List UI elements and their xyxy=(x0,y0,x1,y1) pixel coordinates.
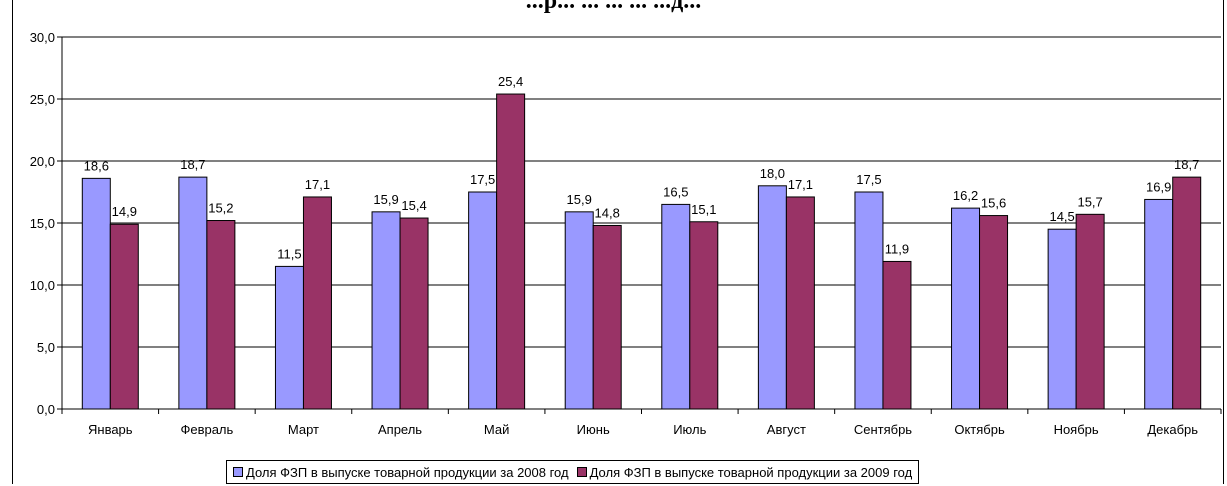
data-label: 18,7 xyxy=(180,157,205,172)
bar-2008 xyxy=(274,265,304,410)
legend: Доля ФЗП в выпуске товарной продукции за… xyxy=(226,460,920,484)
bar-2008 xyxy=(854,191,884,410)
legend-item-2009: Доля ФЗП в выпуске товарной продукции за… xyxy=(576,464,913,480)
y-tick-label: 20,0 xyxy=(30,154,55,169)
bar-2009 xyxy=(979,215,1009,410)
data-label: 16,9 xyxy=(1146,179,1171,194)
x-tick-label: Октябрь xyxy=(954,422,1005,437)
bar-2009 xyxy=(302,196,332,410)
x-tick-label: Февраль xyxy=(180,422,233,437)
data-label: 15,9 xyxy=(373,192,398,207)
data-label: 11,9 xyxy=(885,241,909,256)
legend-swatch-2009 xyxy=(576,467,587,477)
bar-2009 xyxy=(785,196,815,410)
legend-label-2009: Доля ФЗП в выпуске товарной продукции за… xyxy=(589,464,913,480)
x-tick-label: Май xyxy=(484,422,509,437)
y-tick-label: 30,0 xyxy=(30,30,55,45)
data-label: 16,5 xyxy=(663,184,688,199)
chart-frame xyxy=(12,0,1224,484)
data-label: 17,5 xyxy=(856,172,881,187)
bar-2009 xyxy=(399,217,429,410)
chart-title: ...р... ... ... ... ...д... xyxy=(525,0,702,14)
x-tick-label: Июль xyxy=(673,422,706,437)
data-label: 14,5 xyxy=(1049,209,1074,224)
data-label: 25,4 xyxy=(498,74,523,89)
data-label: 11,5 xyxy=(277,246,301,261)
y-tick-label: 5,0 xyxy=(37,340,55,355)
bar-2008 xyxy=(1047,228,1077,410)
data-label: 15,9 xyxy=(567,192,592,207)
data-label: 15,7 xyxy=(1077,194,1102,209)
data-label: 17,1 xyxy=(788,177,813,192)
bar-2008 xyxy=(661,203,691,410)
data-label: 15,6 xyxy=(981,196,1006,211)
bar-2009 xyxy=(882,260,912,410)
x-tick-label: Август xyxy=(767,422,806,437)
bar-2009 xyxy=(689,221,719,410)
data-label: 15,4 xyxy=(401,198,426,213)
bar-2009 xyxy=(1172,176,1202,410)
bar-2008 xyxy=(371,211,401,410)
y-tick-label: 15,0 xyxy=(30,216,55,231)
legend-swatch-2008 xyxy=(233,467,243,477)
x-tick-label: Март xyxy=(288,422,319,437)
data-label: 17,1 xyxy=(305,177,330,192)
bar-2008 xyxy=(1144,198,1174,410)
y-tick-label: 25,0 xyxy=(30,92,55,107)
bar-2008 xyxy=(468,191,498,410)
x-tick-label: Ноябрь xyxy=(1054,422,1099,437)
bar-2009 xyxy=(592,224,622,410)
data-label: 14,8 xyxy=(595,205,620,220)
y-tick-label: 0,0 xyxy=(37,402,55,417)
data-label: 18,7 xyxy=(1174,157,1199,172)
data-label: 15,2 xyxy=(208,201,233,216)
data-label: 17,5 xyxy=(470,172,495,187)
x-tick-label: Январь xyxy=(88,422,133,437)
legend-label-2008: Доля ФЗП в выпуске товарной продукции за… xyxy=(246,464,569,480)
bar-2009 xyxy=(1075,213,1105,410)
bar-2008 xyxy=(564,211,594,410)
bar-2008 xyxy=(178,176,208,410)
bar-2008 xyxy=(81,177,111,410)
bar-2008 xyxy=(757,185,787,410)
x-tick-label: Апрель xyxy=(378,422,422,437)
y-tick-label: 10,0 xyxy=(30,278,55,293)
data-label: 18,6 xyxy=(84,158,109,173)
data-label: 18,0 xyxy=(760,166,785,181)
data-label: 15,1 xyxy=(691,202,716,217)
data-label: 16,2 xyxy=(953,188,978,203)
x-tick-label: Сентябрь xyxy=(854,422,912,437)
bar-2009 xyxy=(109,223,139,410)
bar-2008 xyxy=(951,207,981,410)
x-tick-label: Июнь xyxy=(577,422,610,437)
bar-2009 xyxy=(206,220,236,410)
data-label: 14,9 xyxy=(112,204,137,219)
bar-2009 xyxy=(496,93,526,410)
legend-item-2008: Доля ФЗП в выпуске товарной продукции за… xyxy=(233,465,569,480)
x-tick-label: Декабрь xyxy=(1147,422,1198,437)
